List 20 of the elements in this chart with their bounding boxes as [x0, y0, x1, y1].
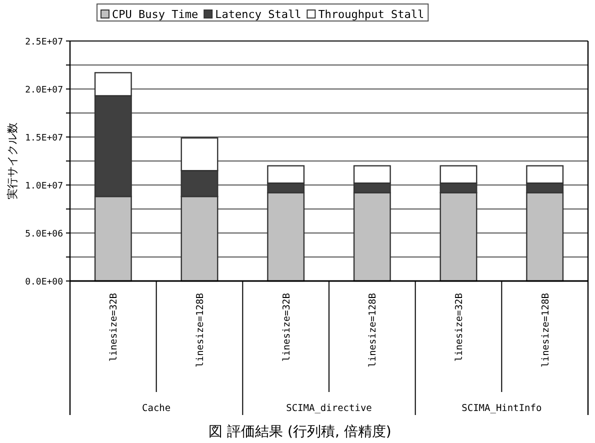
- x-tick-label: linesize=128B: [540, 292, 552, 368]
- text: 図 評価結果 (行列積, 倍精度): [208, 424, 392, 440]
- x-tick-label: linesize=32B: [108, 292, 120, 362]
- text: SCIMA_directive: [286, 403, 372, 414]
- y-axis-title: 実行サイクル数: [6, 122, 19, 200]
- x-tick-label: linesize=32B: [454, 292, 465, 362]
- y-tick-label: 2.5E+07: [25, 38, 63, 48]
- y-tick-label: 5.0E+06: [25, 230, 63, 240]
- y-tick-label: 1.0E+07: [25, 182, 63, 192]
- y-tick-label: 2.0E+07: [25, 86, 63, 96]
- legend-label: Throughput Stall: [318, 8, 424, 21]
- legend-label: CPU Busy Time: [112, 8, 198, 21]
- x-tick-label: linesize=128B: [368, 292, 379, 368]
- y-tick-label: 0.0E+00: [25, 278, 63, 288]
- y-tick-label: 1.5E+07: [25, 134, 63, 144]
- x-tick-label: linesize=128B: [195, 292, 206, 368]
- x-tick-label: linesize=32B: [281, 292, 292, 362]
- legend-label: Latency Stall: [215, 8, 302, 21]
- text: Cache: [142, 403, 171, 414]
- text: SCIMA_HintInfo: [462, 403, 542, 414]
